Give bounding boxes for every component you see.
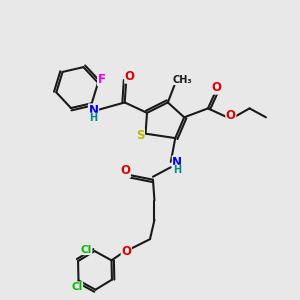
Text: N: N [88, 104, 98, 117]
Text: H: H [173, 165, 181, 175]
Text: O: O [212, 81, 222, 94]
Text: CH₃: CH₃ [173, 75, 193, 85]
Text: S: S [136, 129, 144, 142]
Text: O: O [226, 109, 236, 122]
Text: H: H [89, 113, 98, 123]
Text: Cl: Cl [71, 282, 83, 292]
Text: O: O [125, 70, 135, 83]
Text: F: F [98, 73, 106, 86]
Text: Cl: Cl [81, 244, 92, 255]
Text: N: N [172, 156, 182, 169]
Text: O: O [121, 244, 131, 258]
Text: O: O [120, 164, 130, 177]
